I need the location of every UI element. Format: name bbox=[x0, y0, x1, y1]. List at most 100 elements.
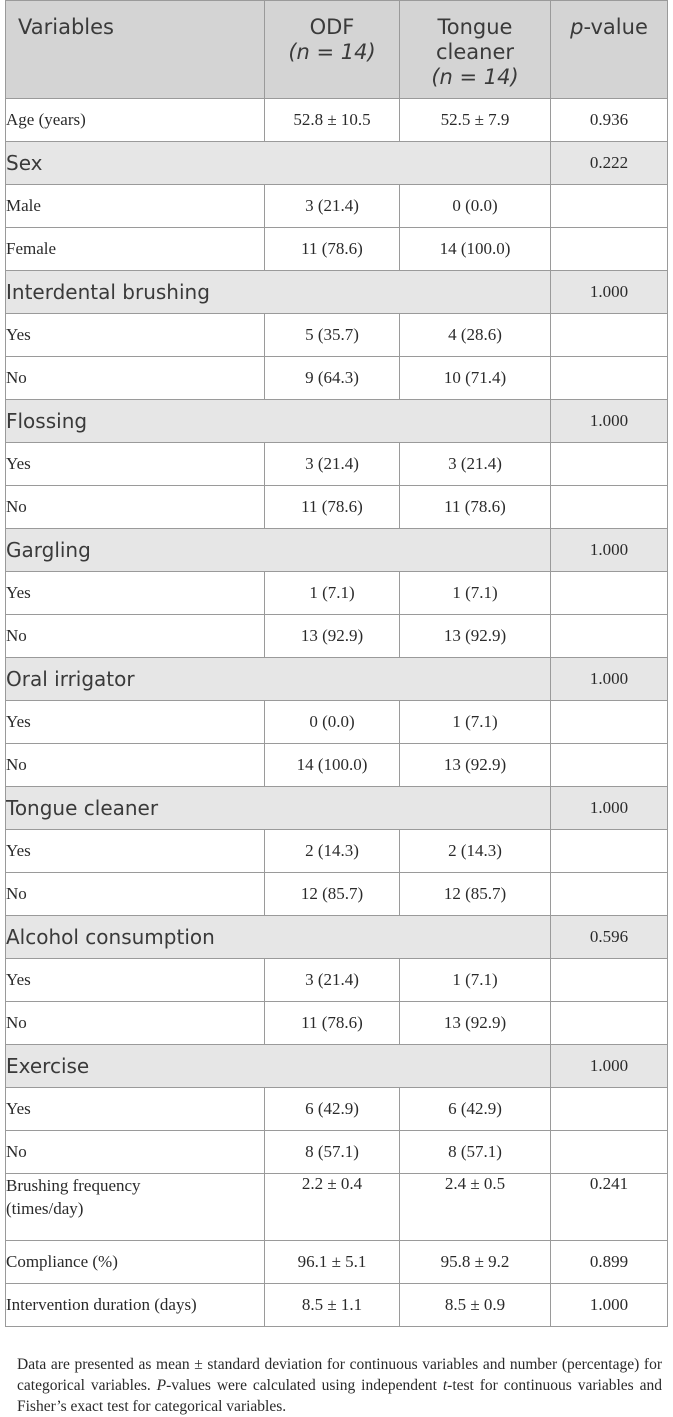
section-label: Oral irrigator bbox=[5, 657, 551, 701]
cell-p-value-empty bbox=[550, 485, 668, 529]
table-row-compliance: Compliance (%) 96.1 ± 5.1 95.8 ± 9.2 0.8… bbox=[5, 1240, 668, 1284]
cell-p-value-empty bbox=[550, 1087, 668, 1131]
cell-p-value: 0.899 bbox=[550, 1240, 668, 1284]
cell-tongue-cleaner: 13 (92.9) bbox=[399, 1001, 551, 1045]
cell-p-value: 1.000 bbox=[550, 1283, 668, 1327]
cell-tongue-cleaner: 3 (21.4) bbox=[399, 442, 551, 486]
section-row-interdental-brushing: Interdental brushing 1.000 bbox=[5, 270, 668, 314]
cell-tongue-cleaner: 95.8 ± 9.2 bbox=[399, 1240, 551, 1284]
section-row-tongue-cleaner: Tongue cleaner 1.000 bbox=[5, 786, 668, 830]
cell-tongue-cleaner: 10 (71.4) bbox=[399, 356, 551, 400]
row-label: Male bbox=[5, 184, 265, 228]
section-p-value: 1.000 bbox=[550, 786, 668, 830]
section-row-oral-irrigator: Oral irrigator 1.000 bbox=[5, 657, 668, 701]
section-row-gargling: Gargling 1.000 bbox=[5, 528, 668, 572]
cell-p-value-empty bbox=[550, 700, 668, 744]
table-row: No 14 (100.0) 13 (92.9) bbox=[5, 743, 668, 787]
table-row: No 13 (92.9) 13 (92.9) bbox=[5, 614, 668, 658]
cell-p-value-empty bbox=[550, 743, 668, 787]
table-row: No 9 (64.3) 10 (71.4) bbox=[5, 356, 668, 400]
header-variables: Variables bbox=[5, 0, 265, 99]
header-tc-n: (n = 14) bbox=[431, 65, 519, 89]
row-label: No bbox=[5, 356, 265, 400]
footnote-text-2: -values were calculated using independen… bbox=[166, 1377, 443, 1394]
row-label: Compliance (%) bbox=[5, 1240, 265, 1284]
table-row-brushing: Brushing frequency (times/day) 2.2 ± 0.4… bbox=[5, 1173, 668, 1241]
cell-odf: 11 (78.6) bbox=[264, 227, 400, 271]
cell-odf: 9 (64.3) bbox=[264, 356, 400, 400]
cell-tongue-cleaner: 0 (0.0) bbox=[399, 184, 551, 228]
row-label-line1: Brushing frequency bbox=[6, 1176, 141, 1195]
table-row: Yes 6 (42.9) 6 (42.9) bbox=[5, 1087, 668, 1131]
table-row: Male 3 (21.4) 0 (0.0) bbox=[5, 184, 668, 228]
row-label: No bbox=[5, 485, 265, 529]
table-row: Yes 1 (7.1) 1 (7.1) bbox=[5, 571, 668, 615]
cell-p-value-empty bbox=[550, 571, 668, 615]
cell-tongue-cleaner: 1 (7.1) bbox=[399, 958, 551, 1002]
cell-tongue-cleaner: 1 (7.1) bbox=[399, 700, 551, 744]
section-label: Alcohol consumption bbox=[5, 915, 551, 959]
cell-odf: 14 (100.0) bbox=[264, 743, 400, 787]
cell-odf: 1 (7.1) bbox=[264, 571, 400, 615]
row-label: Yes bbox=[5, 1087, 265, 1131]
table-row: Yes 2 (14.3) 2 (14.3) bbox=[5, 829, 668, 873]
cell-odf: 5 (35.7) bbox=[264, 313, 400, 357]
section-label: Exercise bbox=[5, 1044, 551, 1088]
cell-tongue-cleaner: 52.5 ± 7.9 bbox=[399, 98, 551, 142]
cell-odf: 2 (14.3) bbox=[264, 829, 400, 873]
header-p-italic: p bbox=[570, 15, 584, 39]
cell-p-value: 0.241 bbox=[550, 1173, 668, 1241]
cell-odf: 96.1 ± 5.1 bbox=[264, 1240, 400, 1284]
section-label: Sex bbox=[5, 141, 551, 185]
row-label: Yes bbox=[5, 313, 265, 357]
cell-odf: 3 (21.4) bbox=[264, 184, 400, 228]
section-label: Flossing bbox=[5, 399, 551, 443]
cell-p-value: 0.936 bbox=[550, 98, 668, 142]
cell-p-value-empty bbox=[550, 958, 668, 1002]
cell-tongue-cleaner: 12 (85.7) bbox=[399, 872, 551, 916]
row-label: No bbox=[5, 872, 265, 916]
header-row: Variables ODF (n = 14) Tongue cleaner (n… bbox=[5, 0, 668, 99]
table-footnote: Data are presented as mean ± standard de… bbox=[17, 1354, 662, 1417]
table-row: Yes 3 (21.4) 1 (7.1) bbox=[5, 958, 668, 1002]
header-p-value: p-value bbox=[550, 0, 668, 99]
row-label: Yes bbox=[5, 442, 265, 486]
cell-p-value-empty bbox=[550, 872, 668, 916]
demographics-table: Variables ODF (n = 14) Tongue cleaner (n… bbox=[5, 0, 668, 1327]
row-label: Female bbox=[5, 227, 265, 271]
section-label: Tongue cleaner bbox=[5, 786, 551, 830]
cell-odf: 8.5 ± 1.1 bbox=[264, 1283, 400, 1327]
row-label: Age (years) bbox=[5, 98, 265, 142]
section-row-flossing: Flossing 1.000 bbox=[5, 399, 668, 443]
cell-odf: 11 (78.6) bbox=[264, 1001, 400, 1045]
table-row-duration: Intervention duration (days) 8.5 ± 1.1 8… bbox=[5, 1283, 668, 1327]
header-odf-n: (n = 14) bbox=[288, 40, 376, 64]
header-tc-line1: Tongue bbox=[437, 15, 513, 39]
cell-tongue-cleaner: 13 (92.9) bbox=[399, 743, 551, 787]
cell-tongue-cleaner: 14 (100.0) bbox=[399, 227, 551, 271]
cell-tongue-cleaner: 2 (14.3) bbox=[399, 829, 551, 873]
row-label: Intervention duration (days) bbox=[5, 1283, 265, 1327]
header-odf: ODF (n = 14) bbox=[264, 0, 400, 99]
row-label: Yes bbox=[5, 958, 265, 1002]
cell-odf: 8 (57.1) bbox=[264, 1130, 400, 1174]
row-label: Brushing frequency (times/day) bbox=[5, 1173, 265, 1241]
cell-p-value-empty bbox=[550, 227, 668, 271]
section-row-sex: Sex 0.222 bbox=[5, 141, 668, 185]
section-p-value: 0.596 bbox=[550, 915, 668, 959]
cell-p-value-empty bbox=[550, 442, 668, 486]
cell-tongue-cleaner: 8 (57.1) bbox=[399, 1130, 551, 1174]
cell-tongue-cleaner: 13 (92.9) bbox=[399, 614, 551, 658]
header-tc-line2: cleaner bbox=[435, 40, 515, 64]
row-label: No bbox=[5, 743, 265, 787]
table-row: No 11 (78.6) 11 (78.6) bbox=[5, 485, 668, 529]
cell-p-value-empty bbox=[550, 1001, 668, 1045]
table-row: No 12 (85.7) 12 (85.7) bbox=[5, 872, 668, 916]
table-row: Female 11 (78.6) 14 (100.0) bbox=[5, 227, 668, 271]
section-p-value: 1.000 bbox=[550, 657, 668, 701]
row-label: No bbox=[5, 1001, 265, 1045]
table-row: Yes 5 (35.7) 4 (28.6) bbox=[5, 313, 668, 357]
footnote-t-italic: t bbox=[442, 1377, 448, 1394]
row-label: Yes bbox=[5, 700, 265, 744]
row-label: Yes bbox=[5, 571, 265, 615]
